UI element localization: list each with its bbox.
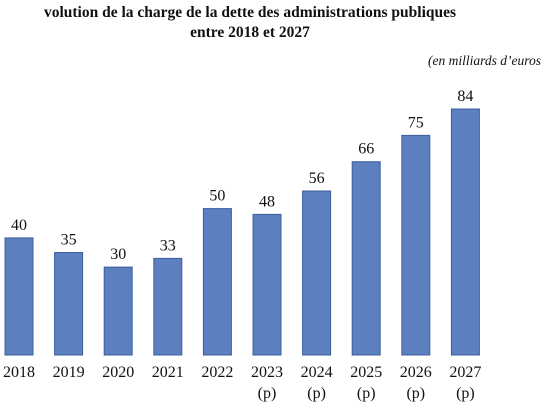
x-tick-label-2022: 2022	[201, 364, 233, 381]
x-tick-sublabel-2027: (p)	[456, 385, 475, 402]
value-label-2027: 84	[457, 88, 473, 105]
value-label-2026: 75	[408, 114, 424, 131]
bar-2024	[302, 190, 332, 356]
value-label-2024: 56	[309, 170, 325, 187]
unit-note: (en milliards d’euros	[428, 53, 541, 68]
x-tick-sublabel-2026: (p)	[406, 385, 425, 402]
bar-2020	[103, 266, 133, 356]
x-tick-sublabel-2023: (p)	[258, 385, 277, 402]
x-tick-label-2027: 2027	[449, 364, 481, 381]
x-tick-sublabel-2025: (p)	[357, 385, 376, 402]
x-tick-label-2021: 2021	[152, 364, 184, 381]
value-label-2020: 30	[110, 246, 126, 263]
value-label-2021: 33	[160, 237, 176, 254]
chart-title-line2: entre 2018 et 2027	[190, 24, 310, 41]
x-tick-label-2025: 2025	[350, 364, 382, 381]
value-label-2023: 48	[259, 193, 275, 210]
x-tick-label-2023: 2023	[251, 364, 283, 381]
bar-2019	[54, 252, 84, 356]
bar-2023	[252, 213, 282, 356]
value-label-2019: 35	[61, 232, 77, 249]
bar-2025	[351, 161, 381, 356]
bar-2021	[153, 257, 183, 356]
x-tick-label-2020: 2020	[102, 364, 134, 381]
bar-2022	[202, 208, 232, 356]
chart-title-line1: volution de la charge de la dette des ad…	[43, 4, 457, 21]
value-label-2022: 50	[209, 188, 225, 205]
value-label-2018: 40	[11, 217, 27, 234]
x-tick-label-2018: 2018	[3, 364, 35, 381]
x-tick-label-2026: 2026	[400, 364, 432, 381]
bar-2026	[401, 134, 431, 356]
x-tick-sublabel-2024: (p)	[307, 385, 326, 402]
bar-2018	[4, 237, 34, 356]
value-label-2025: 66	[358, 141, 374, 158]
x-tick-label-2019: 2019	[53, 364, 85, 381]
x-tick-label-2024: 2024	[301, 364, 333, 381]
bar-2027	[450, 108, 480, 356]
